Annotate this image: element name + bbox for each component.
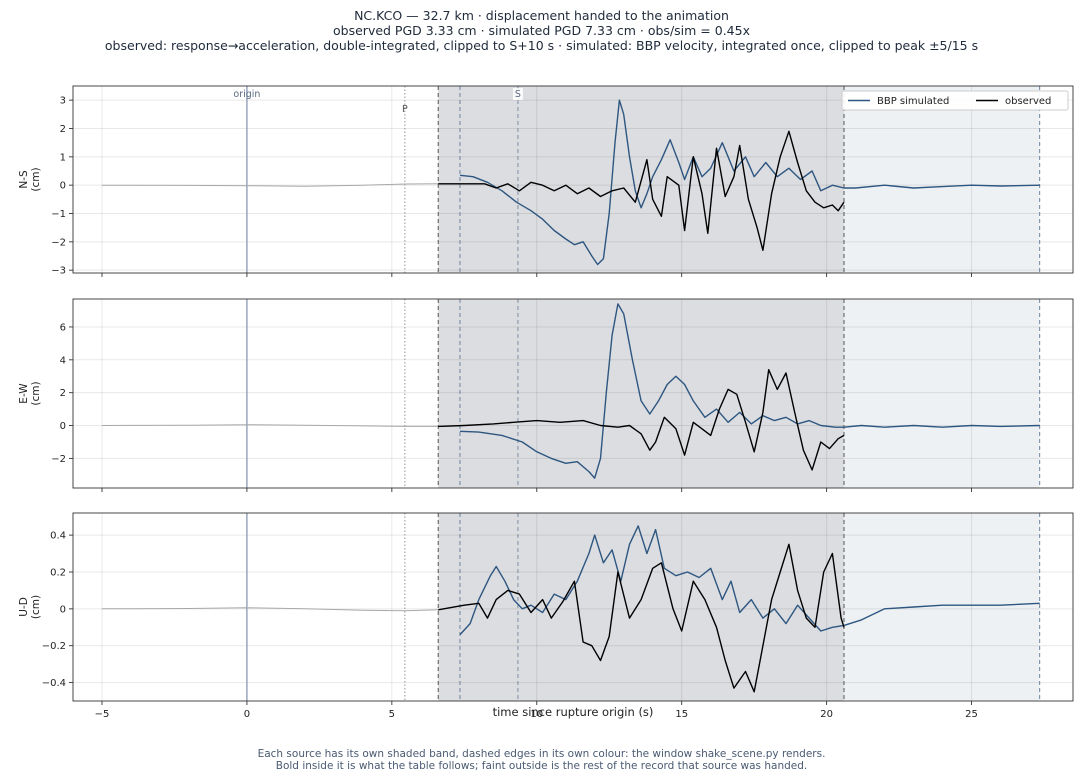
x-tick-label: 10 — [530, 709, 543, 720]
y-axis-label: U-D — [18, 597, 30, 617]
legend-label-simulated: BBP simulated — [877, 96, 949, 107]
simulated-window-band — [844, 513, 1040, 701]
chart-title-line-3: observed: response→acceleration, double-… — [104, 38, 979, 53]
x-tick-label: 20 — [820, 709, 833, 720]
y-tick-label: 6 — [60, 322, 66, 333]
y-tick-label: 2 — [60, 388, 66, 399]
panel-frame — [72, 85, 1074, 274]
simulated-series-line — [459, 99, 1040, 266]
chart-title-line-2: observed PGD 3.33 cm · simulated PGD 7.3… — [333, 23, 750, 38]
s-label-background — [512, 88, 523, 100]
y-axis-label: E-W — [18, 383, 30, 404]
x-tick-label: 25 — [965, 709, 978, 720]
y-tick-label: 0.4 — [50, 531, 66, 542]
observed-series-line — [438, 130, 845, 252]
simulated-window-band — [844, 299, 1040, 488]
observed-series-line — [438, 369, 845, 471]
panel-frame — [72, 298, 1074, 489]
chart-title-line-1: NC.KCO — 32.7 km · displacement handed t… — [354, 8, 729, 23]
x-tick-label: 5 — [389, 709, 395, 720]
observed-series-line — [438, 543, 845, 693]
y-tick-label: 0 — [60, 181, 66, 192]
y-tick-label: 1 — [60, 152, 66, 163]
y-tick-label: −0.4 — [42, 678, 66, 689]
x-tick-label: 0 — [244, 709, 250, 720]
simulated-series-line — [459, 525, 1040, 636]
legend-label-observed: observed — [1005, 96, 1051, 107]
panel-e-w: −2 0 2 4 6 E-W (cm) — [18, 298, 1074, 492]
x-axis-label: time since rupture origin (s) — [493, 705, 654, 719]
observed-window-band — [438, 513, 845, 701]
legend-box — [841, 90, 1069, 111]
y-tick-label: −3 — [51, 266, 66, 277]
legend: BBP simulated observed — [841, 90, 1069, 111]
y-tick-label: 0 — [60, 604, 66, 615]
y-axis-unit: (cm) — [30, 381, 42, 405]
observed-window-band — [438, 299, 845, 488]
faint-record-line — [101, 424, 439, 427]
simulated-series-line — [459, 303, 1040, 479]
y-tick-label: −0.2 — [42, 641, 66, 652]
y-tick-label: 2 — [60, 124, 66, 135]
y-tick-label: 0.2 — [50, 567, 66, 578]
p-label: P — [402, 104, 408, 115]
simulated-window-band — [844, 86, 1040, 273]
y-tick-label: −2 — [51, 454, 66, 465]
y-tick-label: 0 — [60, 421, 66, 432]
y-axis-label: N-S — [18, 170, 30, 189]
caption-line-1: Each source has its own shaded band, das… — [257, 748, 826, 760]
caption-line-2: Bold inside it is what the table follows… — [275, 760, 808, 772]
faint-record-line — [101, 607, 439, 612]
panel-frame — [72, 512, 1074, 702]
s-label: S — [515, 89, 521, 100]
y-tick-label: −1 — [51, 209, 66, 220]
origin-label: origin — [233, 89, 260, 100]
y-tick-label: −2 — [51, 237, 66, 248]
x-tick-label: −5 — [95, 709, 110, 720]
y-axis-unit: (cm) — [30, 595, 42, 619]
y-axis-unit: (cm) — [30, 167, 42, 191]
panel-u-d: −0.4 −0.2 0 0.2 0.4 −5 0 5 10 15 20 25 U-D (cm) — [18, 512, 1074, 720]
x-tick-label: 15 — [675, 709, 688, 720]
y-tick-label: 3 — [60, 96, 66, 107]
panel-n-s: −3 −2 −1 0 1 2 3 N-S (cm) origin P S BBP simulated ob… — [18, 85, 1074, 277]
faint-record-line — [101, 183, 439, 187]
y-tick-label: 4 — [60, 355, 66, 366]
